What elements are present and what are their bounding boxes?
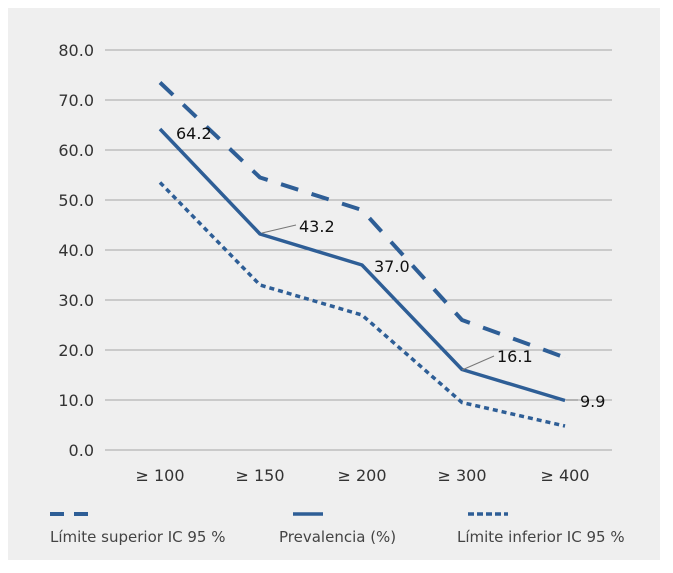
x-tick-label: ≥ 150 [235,466,284,485]
y-tick-label: 80.0 [58,41,94,60]
legend-label: Límite inferior IC 95 % [457,528,625,546]
y-tick-label: 50.0 [58,191,94,210]
x-tick-label: ≥ 100 [135,466,184,485]
y-tick-label: 10.0 [58,391,94,410]
legend-label: Prevalencia (%) [279,528,396,546]
x-tick-label: ≥ 400 [540,466,589,485]
data-label-leader [461,355,495,371]
data-label: 16.1 [497,347,533,366]
data-label-leader [261,224,297,234]
y-tick-label: 40.0 [58,241,94,260]
legend-label: Límite superior IC 95 % [50,528,225,546]
series-line-dashed [158,81,566,360]
data-label: 64.2 [176,124,212,143]
series-line-dotted [158,181,566,428]
y-tick-label: 20.0 [58,341,94,360]
y-tick-label: 60.0 [58,141,94,160]
y-tick-label: 0.0 [69,441,94,460]
x-tick-label: ≥ 200 [337,466,386,485]
data-label: 9.9 [580,392,605,411]
data-label: 43.2 [299,217,335,236]
x-tick-label: ≥ 300 [437,466,486,485]
y-tick-label: 30.0 [58,291,94,310]
data-label: 37.0 [374,257,410,276]
y-tick-label: 70.0 [58,91,94,110]
